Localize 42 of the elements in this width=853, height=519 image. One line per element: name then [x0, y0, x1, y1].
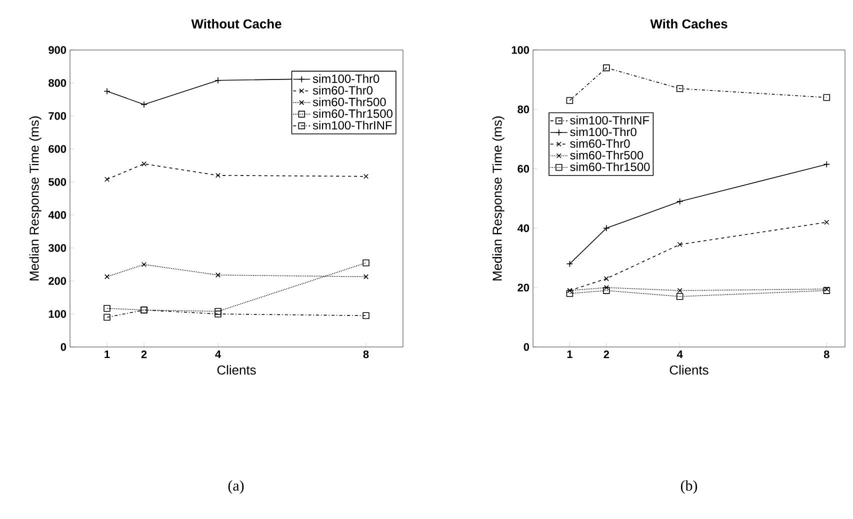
- y-tick-label: 0: [60, 343, 66, 351]
- y-tick-label: 600: [48, 145, 66, 153]
- y-tick-label: 40: [517, 224, 530, 232]
- x-axis-title: Clients: [670, 365, 708, 375]
- y-tick-label: 700: [48, 112, 66, 120]
- legend-label: sim100-Thr0: [570, 127, 636, 136]
- legend-label: sim60-Thr0: [570, 139, 630, 148]
- y-tick-label: 0: [524, 343, 530, 351]
- legend-label: sim60-Thr1500: [570, 162, 650, 172]
- legend-label: sim60-Thr1500: [312, 109, 392, 118]
- legend-label: sim60-Thr500: [312, 97, 386, 106]
- x-tick-label: 4: [676, 350, 683, 358]
- x-tick-label: 8: [824, 350, 830, 358]
- y-tick-label: 500: [48, 178, 66, 186]
- y-tick-label: 900: [48, 46, 66, 54]
- y-tick-label: 20: [518, 284, 530, 292]
- x-tick-label: 8: [363, 350, 369, 358]
- y-tick-label: 200: [48, 277, 66, 285]
- legend-label: sim100-ThrINF: [312, 120, 392, 130]
- legend-label: sim60-Thr0: [312, 86, 373, 95]
- chart-title: Without Cache: [191, 18, 282, 28]
- y-axis-title: Median Response Time (ms): [29, 116, 42, 280]
- y-tick-label: 300: [48, 244, 66, 252]
- text: (a): [228, 480, 244, 494]
- text: (b): [680, 480, 698, 494]
- chart-title: With Caches: [650, 18, 728, 28]
- y-tick-label: 100: [48, 310, 66, 318]
- x-tick-label: 4: [215, 350, 221, 358]
- y-tick-label: 800: [48, 79, 66, 87]
- y-tick-label: 400: [48, 211, 66, 219]
- x-tick-label: 1: [567, 350, 572, 358]
- y-tick-label: 60: [518, 164, 530, 173]
- y-axis-title: Median Response Time (ms): [492, 116, 504, 280]
- x-tick-label: 2: [604, 350, 610, 358]
- legend-label: sim100-ThrINF: [570, 116, 650, 125]
- x-tick-label: 1: [104, 350, 110, 358]
- x-axis-title: Clients: [217, 365, 256, 375]
- y-tick-label: 80: [518, 106, 530, 114]
- x-tick-label: 2: [141, 350, 147, 358]
- legend-label: sim100-Thr0: [312, 74, 380, 83]
- legend-label: sim60-Thr500: [570, 150, 644, 160]
- y-tick-label: 100: [512, 46, 530, 54]
